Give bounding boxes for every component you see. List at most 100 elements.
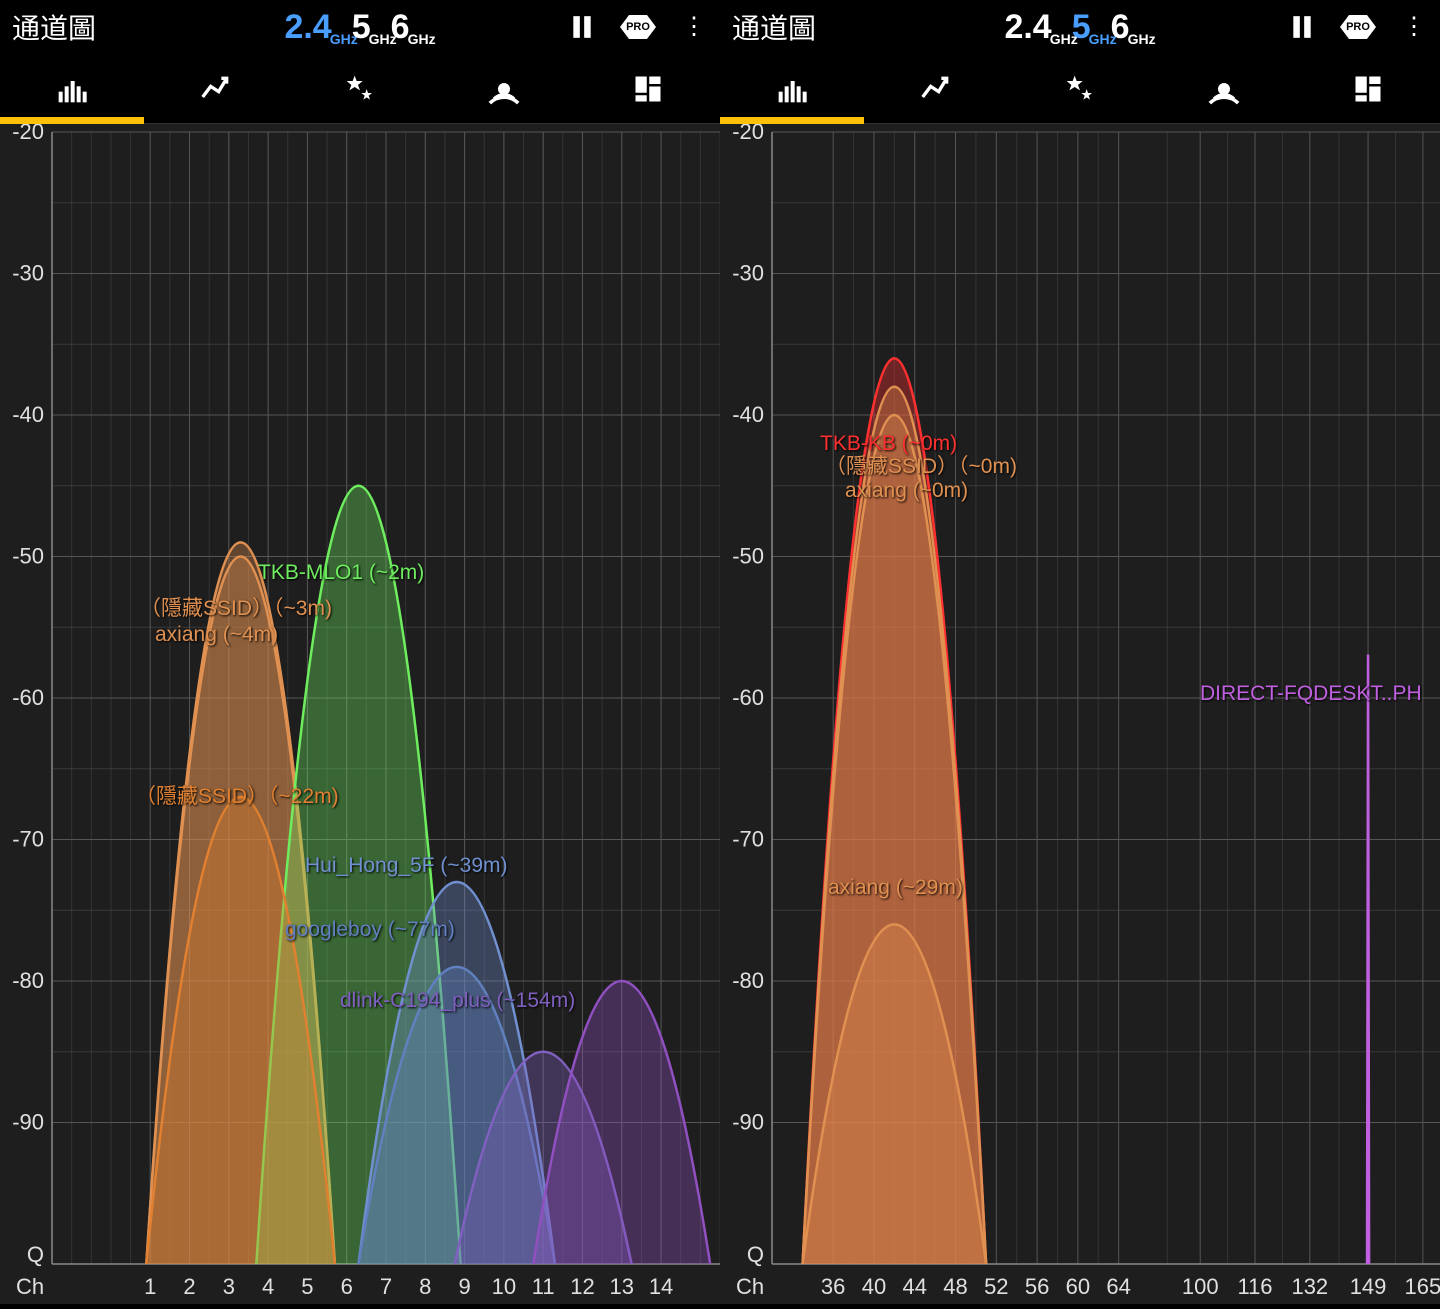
y-tick-label: -30 <box>732 261 764 286</box>
tab-stars[interactable] <box>288 54 432 123</box>
network-label: axiang (~29m) <box>828 876 963 899</box>
x-tick-label: 9 <box>458 1274 470 1299</box>
pause-icon[interactable] <box>568 13 596 41</box>
y-tick-label: -70 <box>732 827 764 852</box>
x-tick-label: 165 <box>1405 1274 1440 1299</box>
band-selector: 2.4GHz 5GHz 6GHz <box>126 8 568 47</box>
app-title: 通道圖 <box>12 7 96 47</box>
network-label: axiang (~4m) <box>155 623 278 646</box>
x-tick-label: 10 <box>492 1274 516 1299</box>
chart-area: -20-30-40-50-60-70-80-901234567891011121… <box>0 124 720 1304</box>
y-tick-label: -60 <box>732 685 764 710</box>
band-selector: 2.4GHz5GHz6GHz <box>846 8 1288 47</box>
tab-radar[interactable] <box>432 54 576 123</box>
x-tick-label: 3 <box>223 1274 235 1299</box>
pro-badge[interactable]: PRO <box>1340 15 1376 39</box>
x-tick-label: 14 <box>649 1274 673 1299</box>
y-tick-label: -20 <box>12 124 44 144</box>
x-tick-label: 4 <box>262 1274 274 1299</box>
header-actions: PRO ⋮ <box>568 13 708 41</box>
x-tick-label: 52 <box>984 1274 1008 1299</box>
x-tick-label: 2 <box>183 1274 195 1299</box>
x-tick-label: 6 <box>341 1274 353 1299</box>
y-tick-label: -90 <box>732 1110 764 1135</box>
tab-bars[interactable] <box>0 54 144 123</box>
tab-grid[interactable] <box>576 54 720 123</box>
y-tick-label: -30 <box>12 261 44 286</box>
band-value: 2.4 <box>284 8 331 46</box>
chart-area: -20 -30 -40 -50 -60 -70 -80 -90 36 40 44 48 52 56 60 64… <box>720 124 1440 1304</box>
band-value: 2.4 <box>1004 8 1051 46</box>
y-bottom-label: Q <box>27 1242 44 1267</box>
x-tick-label: 7 <box>380 1274 392 1299</box>
x-tick-label: 100 <box>1182 1274 1219 1299</box>
y-tick-label: -20 <box>732 124 764 144</box>
y-tick-label: -50 <box>12 544 44 569</box>
x-tick-label: 5 <box>301 1274 313 1299</box>
tab-bar <box>0 54 720 124</box>
y-tick-label: -80 <box>732 968 764 993</box>
x-tick-label: 1 <box>144 1274 156 1299</box>
network-label: axiang (~0m) <box>845 479 968 502</box>
tab-trend[interactable] <box>864 54 1008 123</box>
pro-badge[interactable]: PRO <box>620 15 656 39</box>
x-tick-label: 64 <box>1106 1274 1130 1299</box>
network-label: DIRECT-FQDESKT..PH <box>1200 682 1422 705</box>
tab-radar[interactable] <box>1152 54 1296 123</box>
network-label: googleboy (~77m) <box>285 918 455 941</box>
header: 通道圖 2.4GHz5GHz6GHz PRO ⋮ <box>720 0 1440 54</box>
y-tick-label: -60 <box>12 685 44 710</box>
x-tick-label: 40 <box>862 1274 886 1299</box>
y-bottom-label: Q <box>747 1242 764 1267</box>
x-tick-label: 13 <box>610 1274 634 1299</box>
y-tick-label: -90 <box>12 1110 44 1135</box>
tab-grid[interactable] <box>1296 54 1440 123</box>
x-tick-label: 116 <box>1237 1274 1272 1299</box>
y-tick-label: -40 <box>732 402 764 427</box>
menu-icon[interactable]: ⋮ <box>680 13 708 41</box>
band-6[interactable]: 6GHz <box>391 8 410 47</box>
header-actions: PRO ⋮ <box>1288 13 1428 41</box>
network-label: TKB-MLO1 (~2m) <box>258 561 424 584</box>
tab-bars[interactable] <box>720 54 864 123</box>
x-tick-label: 36 <box>821 1274 845 1299</box>
menu-icon[interactable]: ⋮ <box>1400 13 1428 41</box>
band-2.4[interactable]: 2.4GHz <box>284 8 331 47</box>
tab-bar <box>720 54 1440 124</box>
band-unit: GHz <box>1128 31 1156 47</box>
x-tick-label: 48 <box>943 1274 967 1299</box>
pause-icon[interactable] <box>1288 13 1316 41</box>
tab-trend[interactable] <box>144 54 288 123</box>
x-tick-label: 11 <box>532 1274 555 1299</box>
network-label: dlink-C194_plus (~154m) <box>340 989 575 1012</box>
network-label: TKB-KB (~0m) <box>820 432 957 455</box>
band-5[interactable]: 5GHz <box>1072 8 1091 47</box>
header: 通道圖 2.4GHz 5GHz 6GHz PRO ⋮ <box>0 0 720 54</box>
network-curve <box>1367 656 1369 1264</box>
app-title: 通道圖 <box>732 7 816 47</box>
channel-chart: -20 -30 -40 -50 -60 -70 -80 -90 36 40 44 48 52 56 60 64… <box>720 124 1440 1304</box>
band-2.4[interactable]: 2.4GHz <box>1004 8 1051 47</box>
y-tick-label: -50 <box>732 544 764 569</box>
left-panel: 通道圖 2.4GHz 5GHz 6GHz PRO ⋮ -20 -30 -40 -50 -60… <box>0 0 720 1304</box>
y-tick-label: -70 <box>12 827 44 852</box>
x-tick-label: 149 <box>1350 1274 1387 1299</box>
x-tick-label: 56 <box>1025 1274 1049 1299</box>
tab-stars[interactable] <box>1008 54 1152 123</box>
band-6[interactable]: 6GHz <box>1111 8 1130 47</box>
y-tick-label: -80 <box>12 968 44 993</box>
network-label: （隱藏SSID）（~22m) <box>135 785 339 808</box>
band-5[interactable]: 5GHz <box>352 8 371 47</box>
network-label: （隱藏SSID）（~3m) <box>140 597 332 620</box>
x-axis-label: Ch <box>736 1274 764 1299</box>
network-label: （隱藏SSID）（~0m) <box>825 455 1017 478</box>
right-panel: 通道圖 2.4GHz5GHz6GHz PRO ⋮ -20-30-40-50-60… <box>720 0 1440 1304</box>
x-tick-label: 12 <box>570 1274 594 1299</box>
x-axis-label: Ch <box>16 1274 44 1299</box>
x-tick-label: 44 <box>902 1274 926 1299</box>
y-tick-label: -40 <box>12 402 44 427</box>
channel-chart: -20-30-40-50-60-70-80-901234567891011121… <box>0 124 720 1304</box>
x-tick-label: 60 <box>1066 1274 1090 1299</box>
network-label: Hui_Hong_5F (~39m) <box>305 854 508 877</box>
x-tick-label: 132 <box>1291 1274 1328 1299</box>
